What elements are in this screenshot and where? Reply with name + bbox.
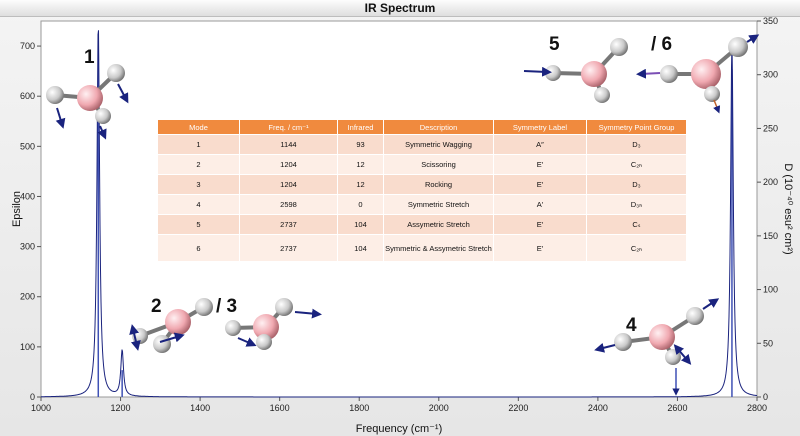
y-left-tick-label: 700 [20, 41, 35, 51]
x-tick-label: 1600 [270, 403, 290, 413]
header-symmetry-label: Symmetry Label [493, 119, 587, 135]
cell-description: Symmetric Stretch [383, 194, 494, 215]
cell-infrared: 104 [337, 214, 384, 235]
mode-1-label: 1 [84, 47, 95, 68]
mode-5-label: 5 [549, 34, 560, 55]
y-left-tick-label: 400 [20, 191, 35, 201]
cell-frequency: 2737 [239, 234, 338, 262]
cell-frequency: 1204 [239, 174, 338, 195]
mode-6-label: / 6 [651, 34, 672, 55]
y-axis-left-title: Epsilon [11, 191, 23, 227]
y-right-tick-label: 250 [763, 123, 778, 133]
header-infrared: Infrared [337, 119, 384, 135]
y-right-tick-label: 200 [763, 177, 778, 187]
cell-frequency: 1144 [239, 134, 338, 155]
cell-symmetry-label: E′ [493, 234, 587, 262]
vibrational-modes-table: Mode Freq. / cm⁻¹ Infrared Description S… [157, 119, 687, 262]
molecule-mode-1 [46, 64, 129, 140]
y-right-tick-label: 50 [763, 338, 773, 348]
y-left-tick-label: 100 [20, 342, 35, 352]
cell-point-group: D₃ₕ [586, 194, 687, 215]
cell-symmetry-label: A′ [493, 194, 587, 215]
spectrum-line [41, 30, 758, 398]
cell-description: Rocking [383, 174, 494, 195]
mode-3-label: / 3 [216, 296, 237, 317]
molecule-mode-6 [636, 34, 760, 114]
table-row: 3 1204 12 Rocking E′ D₃ [157, 174, 687, 195]
cell-description: Scissoring [383, 154, 494, 175]
cell-infrared: 0 [337, 194, 384, 215]
molecule-mode-2 [129, 298, 213, 353]
y-left-tick-label: 200 [20, 292, 35, 302]
x-axis-title: Frequency (cm⁻¹) [356, 423, 443, 435]
x-tick-label: 2200 [508, 403, 528, 413]
cell-point-group: Cₛ [586, 214, 687, 235]
y-left-tick-label: 300 [20, 242, 35, 252]
header-description: Description [383, 119, 494, 135]
header-point-group: Symmetry Point Group [586, 119, 687, 135]
cell-frequency: 2737 [239, 214, 338, 235]
y-axis-right-title: D (10⁻⁴⁰ esu² cm²) [782, 163, 794, 254]
cell-mode: 2 [157, 154, 240, 175]
cell-symmetry-label: A″ [493, 134, 587, 155]
table-header-row: Mode Freq. / cm⁻¹ Infrared Description S… [157, 119, 687, 135]
cell-mode: 6 [157, 234, 240, 262]
cell-frequency: 1204 [239, 154, 338, 175]
molecule-mode-3 [225, 298, 322, 350]
cell-mode: 1 [157, 134, 240, 155]
cell-point-group: D₃ [586, 134, 687, 155]
x-tick-label: 1200 [111, 403, 131, 413]
cell-point-group: C₂ₕ [586, 154, 687, 175]
x-tick-label: 2000 [429, 403, 449, 413]
cell-description: Assymetric Stretch [383, 214, 494, 235]
cell-mode: 5 [157, 214, 240, 235]
cell-infrared: 12 [337, 174, 384, 195]
chart-title: IR Spectrum [0, 0, 800, 17]
cell-mode: 4 [157, 194, 240, 215]
axes: 1000 1200 1400 1600 1800 2000 2200 2400 2600 2800… [20, 16, 778, 413]
mode-2-label: 2 [151, 296, 162, 317]
x-tick-label: 1800 [349, 403, 369, 413]
x-tick-label: 2400 [588, 403, 608, 413]
table-row: 5 2737 104 Assymetric Stretch E′ Cₛ [157, 214, 687, 235]
cell-point-group: C₂ₕ [586, 234, 687, 262]
y-left-tick-label: 0 [30, 392, 35, 402]
cell-infrared: 12 [337, 154, 384, 175]
header-mode: Mode [157, 119, 240, 135]
cell-infrared: 104 [337, 234, 384, 262]
y-right-tick-label: 150 [763, 231, 778, 241]
mode-4-label: 4 [626, 315, 637, 336]
y-right-tick-label: 300 [763, 70, 778, 80]
cell-description: Symmetric Wagging [383, 134, 494, 155]
x-tick-label: 1000 [31, 403, 51, 413]
molecule-mode-5 [523, 38, 628, 103]
table-row: 6 2737 104 Symmetric & Assymetric Stretc… [157, 234, 687, 262]
y-left-tick-label: 500 [20, 141, 35, 151]
y-right-tick-label: 0 [763, 392, 768, 402]
header-frequency: Freq. / cm⁻¹ [239, 119, 338, 135]
x-tick-label: 2800 [747, 403, 767, 413]
y-right-tick-label: 100 [763, 285, 778, 295]
y-left-tick-label: 600 [20, 91, 35, 101]
x-tick-label: 2600 [667, 403, 687, 413]
table-row: 4 2598 0 Symmetric Stretch A′ D₃ₕ [157, 194, 687, 215]
cell-symmetry-label: E′ [493, 214, 587, 235]
cell-description: Symmetric & Assymetric Stretch [383, 234, 494, 262]
cell-symmetry-label: E′ [493, 154, 587, 175]
molecule-mode-4 [594, 298, 720, 396]
table-row: 2 1204 12 Scissoring E′ C₂ₕ [157, 154, 687, 175]
y-right-tick-label: 350 [763, 16, 778, 26]
cell-mode: 3 [157, 174, 240, 195]
cell-infrared: 93 [337, 134, 384, 155]
cell-point-group: D₃ [586, 174, 687, 195]
cell-frequency: 2598 [239, 194, 338, 215]
cell-symmetry-label: E′ [493, 174, 587, 195]
table-row: 1 1144 93 Symmetric Wagging A″ D₃ [157, 134, 687, 155]
x-tick-label: 1400 [190, 403, 210, 413]
